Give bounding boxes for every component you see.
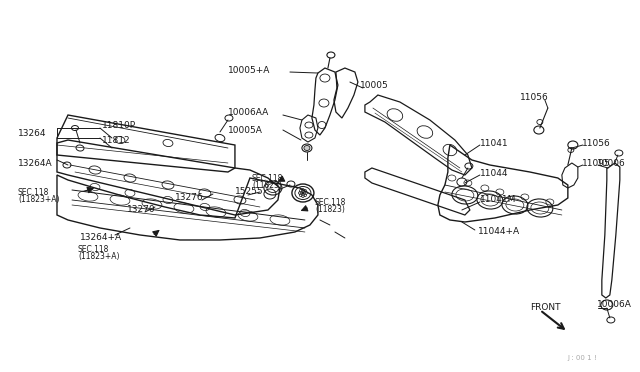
Text: 13276: 13276 [175,193,204,202]
Text: (11823): (11823) [252,180,282,189]
Text: 11095: 11095 [582,158,611,167]
Text: 13264+A: 13264+A [80,234,122,243]
Text: 10005: 10005 [360,80,388,90]
Text: 11056: 11056 [582,138,611,148]
Text: 10006: 10006 [597,158,625,167]
Text: 15255: 15255 [235,187,264,196]
Text: SEC.118: SEC.118 [315,199,346,208]
Text: 11056: 11056 [520,93,548,102]
Text: 11810P: 11810P [102,121,136,129]
Text: (11823+A): (11823+A) [78,253,120,262]
Text: 13264A: 13264A [18,158,52,167]
Text: 13264: 13264 [18,128,47,138]
Ellipse shape [304,145,310,151]
Text: SEC.118: SEC.118 [78,246,109,254]
Text: 10006A: 10006A [597,301,632,310]
Text: J : 00 1 !: J : 00 1 ! [568,355,598,361]
Text: (11823): (11823) [315,205,345,215]
Text: 10006AA: 10006AA [228,108,269,116]
Text: 11041: 11041 [480,138,509,148]
Text: FRONT: FRONT [530,304,561,312]
Text: SEC.118: SEC.118 [18,189,49,198]
Text: 11044+A: 11044+A [478,228,520,237]
Text: (11823+A): (11823+A) [18,196,60,205]
Text: 11812: 11812 [102,135,131,144]
Text: 10005+A: 10005+A [228,65,270,74]
Text: 11044: 11044 [480,169,508,177]
Text: 10005A: 10005A [228,125,263,135]
Text: 13270: 13270 [127,205,156,215]
Text: 11041M: 11041M [480,196,516,205]
Text: SEC.118: SEC.118 [252,173,284,183]
